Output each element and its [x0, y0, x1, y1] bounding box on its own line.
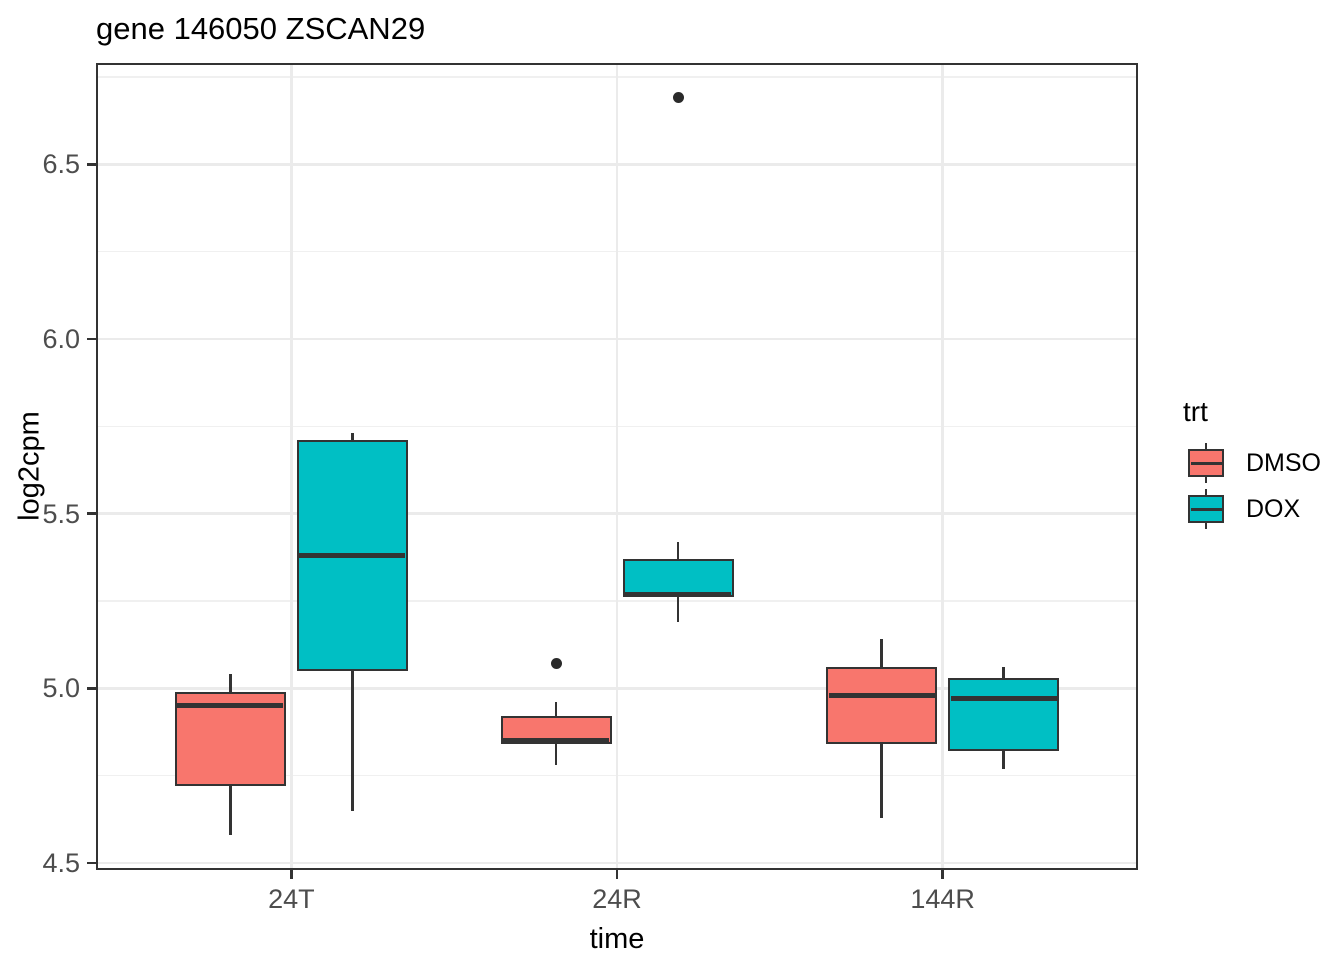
median-DOX-24T — [299, 553, 406, 559]
legend: trt DMSO DOX — [1182, 397, 1321, 532]
y-axis-tick — [87, 687, 96, 690]
box-DMSO-144R — [826, 667, 938, 745]
x-tick-label: 24R — [592, 884, 642, 914]
chart-title: gene 146050 ZSCAN29 — [96, 11, 426, 46]
y-axis-tick — [87, 337, 96, 341]
x-axis-tick — [615, 870, 619, 879]
median-DMSO-144R — [828, 692, 935, 698]
legend-title: trt — [1183, 396, 1208, 427]
y-axis-title: log2cpm — [13, 411, 46, 521]
median-DOX-24R — [625, 591, 731, 597]
legend-glyph-median — [1190, 507, 1222, 511]
x-tick-label: 144R — [910, 884, 975, 914]
legend-key-boxplot-glyph — [1186, 441, 1226, 485]
y-axis-tick — [87, 163, 96, 166]
legend-key-boxplot-glyph — [1186, 487, 1226, 531]
x-axis-tick — [941, 870, 944, 879]
outlier-DOX-24R — [672, 92, 684, 104]
y-tick-label: 6.5 — [42, 149, 80, 180]
y-tick-label: 5.0 — [42, 673, 80, 704]
y-tick-label: 6.0 — [42, 323, 80, 354]
legend-entry-DOX: DOX — [1182, 486, 1321, 532]
x-axis-tick — [290, 870, 293, 879]
gridline-x-major — [290, 63, 293, 870]
median-DMSO-24R — [503, 738, 609, 744]
y-axis-tick — [87, 861, 96, 865]
median-DOX-144R — [950, 696, 1057, 702]
y-tick-label: 5.5 — [42, 498, 80, 529]
x-axis-title: time — [589, 923, 645, 955]
median-DMSO-24T — [177, 703, 284, 709]
gridline-x-major — [615, 63, 619, 870]
x-tick-label: 24T — [268, 884, 315, 914]
legend-entries: DMSO DOX — [1182, 440, 1321, 532]
plot-panel — [96, 63, 1138, 870]
legend-label: DOX — [1246, 494, 1301, 523]
outlier-DMSO-24R — [550, 658, 562, 670]
box-DOX-144R — [948, 677, 1060, 752]
legend-entry-DMSO: DMSO — [1182, 440, 1321, 486]
gridline-x-major — [941, 63, 944, 870]
legend-glyph-median — [1190, 461, 1222, 465]
legend-label: DMSO — [1246, 448, 1321, 477]
y-tick-label: 4.5 — [42, 848, 80, 878]
y-axis-tick — [87, 512, 96, 515]
